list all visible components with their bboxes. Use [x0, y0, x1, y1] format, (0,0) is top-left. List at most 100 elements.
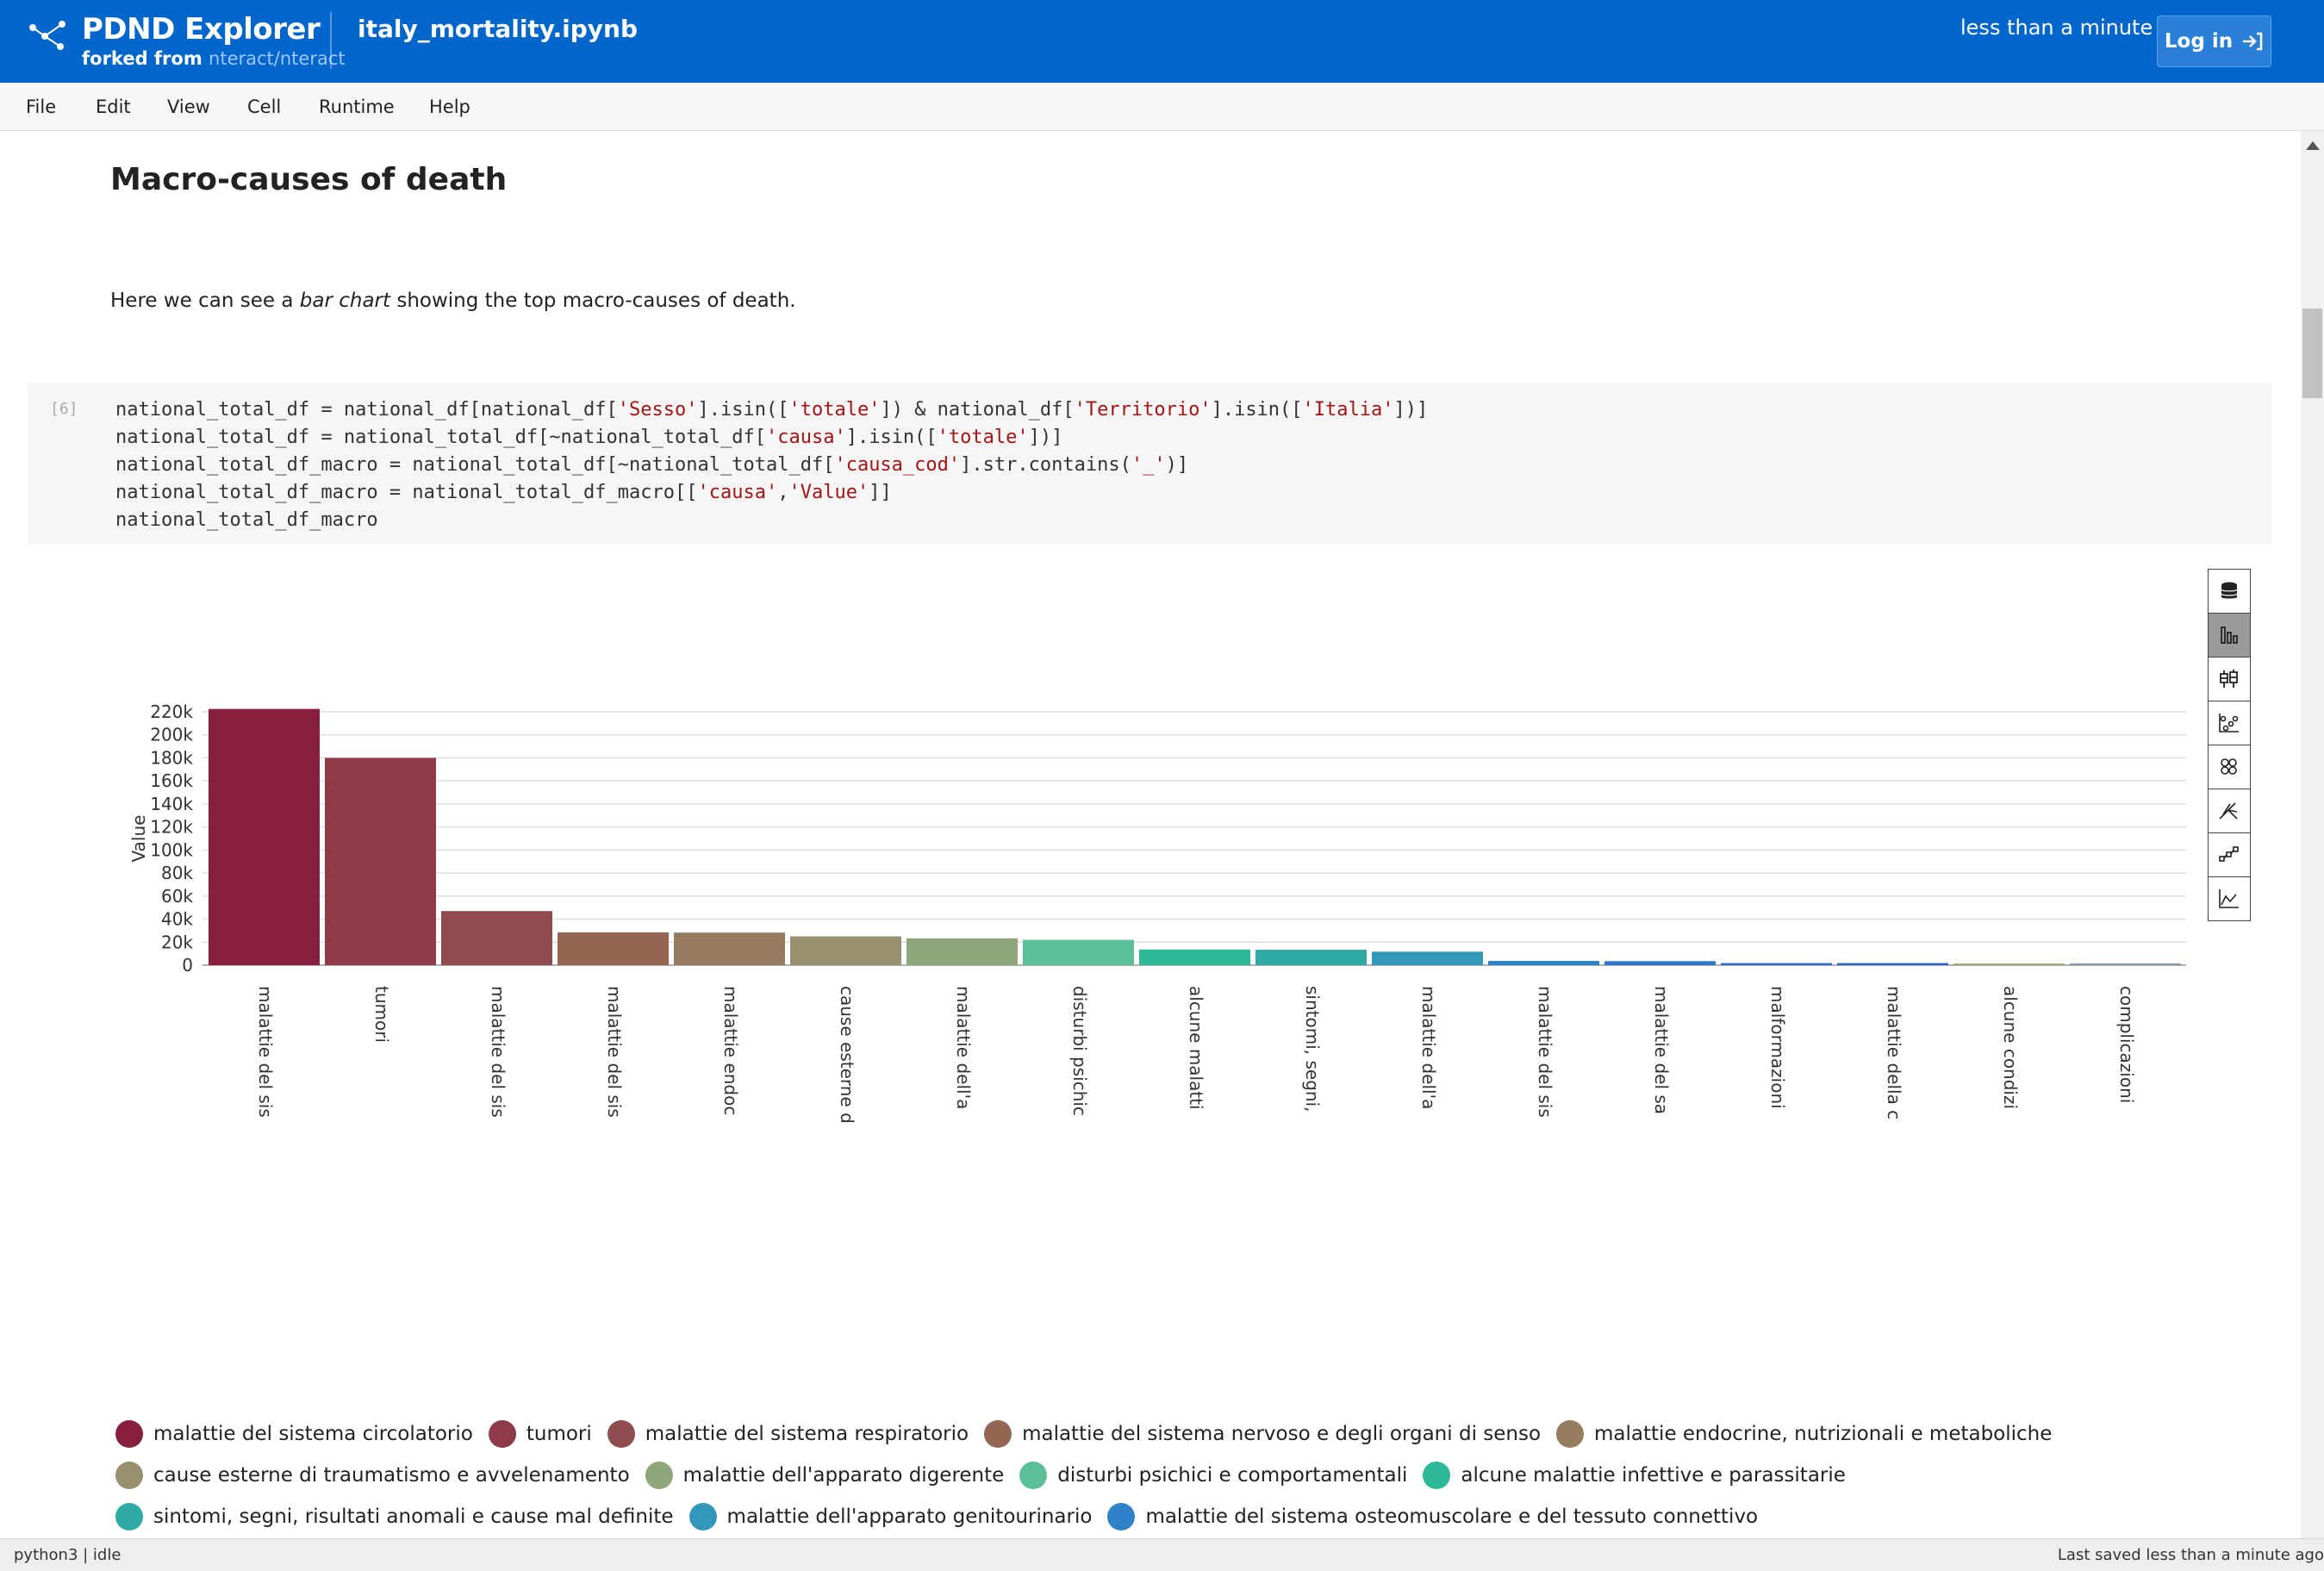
y-tick-label: 120k — [150, 817, 193, 838]
scroll-thumb[interactable] — [2302, 309, 2322, 398]
y-tick-label: 0 — [182, 955, 193, 976]
legend-label: sintomi, segni, risultati anomali e caus… — [153, 1506, 674, 1528]
login-label: Log in — [2164, 30, 2234, 53]
legend-swatch — [1107, 1503, 1136, 1530]
code-cell[interactable] — [28, 383, 2271, 545]
toolbar-button-summary[interactable] — [2208, 876, 2251, 921]
legend-label: disturbi psichici e comportamentali — [1057, 1464, 1408, 1487]
network-icon — [2219, 846, 2239, 862]
toolbar-button-network[interactable] — [2208, 832, 2251, 877]
y-tick-label: 40k — [161, 909, 193, 930]
toolbar-button-parallel[interactable] — [2208, 789, 2251, 833]
y-tick-label: 20k — [161, 932, 193, 952]
parallel-icon — [2219, 802, 2238, 820]
x-tick-label: malattie dell'a — [1418, 986, 1439, 1109]
bar — [1721, 963, 1832, 965]
code-token: ].isin([ — [697, 399, 789, 421]
forked-prefix: forked from — [82, 48, 202, 69]
legend-swatch — [115, 1420, 143, 1448]
toolbar-button-bar-chart[interactable] — [2208, 613, 2251, 658]
toolbar-button-box-plot[interactable] — [2208, 657, 2251, 701]
code-string: 'Territorio' — [1074, 399, 1212, 421]
y-tick-label: 160k — [150, 770, 193, 791]
x-tick-label: tumori — [371, 986, 392, 1043]
legend-item[interactable]: alcune malattie infettive e parassitarie — [1423, 1462, 1846, 1489]
legend-label: malattie del sistema osteomuscolare e de… — [1145, 1506, 1759, 1528]
menu-edit[interactable]: Edit — [96, 97, 131, 117]
kernel-status: python3 | idle — [14, 1546, 121, 1564]
x-tick-label: malattie del sis — [488, 986, 508, 1118]
legend-item[interactable]: malattie endocrine, nutrizionali e metab… — [1556, 1420, 2052, 1448]
legend-item[interactable]: cause esterne di traumatismo e avvelenam… — [115, 1462, 630, 1489]
summary-icon — [2219, 889, 2239, 908]
legend-swatch — [607, 1420, 635, 1448]
code-token: national_total_df = national_df[national… — [115, 399, 618, 421]
menu-runtime[interactable]: Runtime — [319, 97, 395, 117]
code-token: ].isin([ — [845, 427, 938, 448]
legend-row: sintomi, segni, risultati anomali e caus… — [115, 1496, 2218, 1537]
code-token: , — [777, 482, 789, 503]
legend-label: malattie dell'apparato digerente — [682, 1464, 1005, 1487]
app-title: PDND Explorer — [82, 12, 321, 47]
scroll-up-arrow[interactable] — [2306, 141, 2320, 150]
menu-help[interactable]: Help — [429, 97, 470, 117]
box-plot-icon — [2220, 670, 2238, 688]
login-icon — [2243, 32, 2263, 51]
x-tick-label: alcune malatti — [1186, 986, 1206, 1110]
y-tick-label: 140k — [150, 794, 193, 814]
legend-label: cause esterne di traumatismo e avvelenam… — [153, 1464, 630, 1487]
legend-item[interactable]: malattie dell'apparato digerente — [645, 1462, 1005, 1489]
menu-file[interactable]: File — [26, 97, 57, 117]
menu-view[interactable]: View — [167, 97, 210, 117]
x-tick-label: malattie della c — [1884, 986, 1904, 1119]
legend-swatch — [1423, 1462, 1451, 1489]
y-tick-label: 60k — [161, 886, 193, 907]
legend-label: malattie del sistema respiratorio — [645, 1423, 969, 1445]
code-string: 'causa_cod' — [834, 454, 961, 476]
legend-item[interactable]: tumori — [488, 1420, 592, 1448]
toolbar-button-database[interactable] — [2208, 569, 2251, 614]
hexbin-icon — [2221, 758, 2237, 775]
code-string: 'Sesso' — [617, 399, 698, 421]
menu-cell[interactable]: Cell — [247, 97, 282, 117]
legend-swatch — [645, 1462, 673, 1489]
bar — [1023, 939, 1134, 965]
legend-item[interactable]: disturbi psichici e comportamentali — [1019, 1462, 1407, 1489]
y-axis-label: Value — [128, 815, 149, 863]
legend-swatch — [688, 1503, 717, 1530]
toolbar-button-scatter[interactable] — [2208, 701, 2251, 745]
cell-prompt: [6] — [50, 400, 78, 418]
logo-icon — [29, 21, 65, 50]
legend-label: malattie dell'apparato genitourinario — [726, 1506, 1093, 1528]
code-token: ]] — [869, 482, 892, 503]
menu-bar: File Edit View Cell Runtime Help — [0, 83, 2324, 131]
code-editor[interactable]: national_total_df = national_df[national… — [115, 396, 1428, 534]
legend-swatch — [984, 1420, 1012, 1448]
toolbar-button-hexbin[interactable] — [2208, 745, 2251, 789]
last-saved: Last saved less than a minute ago — [2057, 1546, 2324, 1564]
legend-item[interactable]: malattie del sistema nervoso e degli org… — [984, 1420, 1541, 1448]
scrollbar[interactable] — [2301, 131, 2324, 1538]
notebook-title[interactable]: italy_mortality.ipynb — [358, 15, 638, 43]
legend-item[interactable]: malattie del sistema osteomuscolare e de… — [1107, 1503, 1758, 1530]
code-line: national_total_df = national_total_df[~n… — [115, 424, 1428, 452]
y-tick-label: 200k — [150, 725, 193, 745]
legend-item[interactable]: malattie dell'apparato genitourinario — [688, 1503, 1093, 1530]
forked-repo-link[interactable]: nteract/nteract — [209, 48, 346, 69]
code-token: national_total_df_macro = national_total… — [115, 482, 698, 503]
legend-label: malattie del sistema circolatorio — [153, 1423, 473, 1445]
code-token: national_total_df_macro = national_total… — [115, 454, 835, 476]
legend-swatch — [488, 1420, 516, 1448]
code-line: national_total_df = national_df[national… — [115, 396, 1428, 424]
chart-legend: malattie del sistema circolatorio tumori m… — [115, 1413, 2218, 1537]
notebook-content: Macro-causes of death Here we can see a … — [0, 131, 2301, 1538]
legend-item[interactable]: malattie del sistema circolatorio — [115, 1420, 473, 1448]
y-tick-label: 220k — [150, 701, 193, 722]
legend-item[interactable]: sintomi, segni, risultati anomali e caus… — [115, 1503, 674, 1530]
login-button[interactable]: Log in — [2157, 16, 2271, 67]
legend-item[interactable]: malattie del sistema respiratorio — [607, 1420, 969, 1448]
x-tick-label: malattie dell'a — [953, 986, 974, 1109]
legend-swatch — [115, 1503, 143, 1530]
para-text-2: showing the top macro-causes of death. — [390, 290, 796, 312]
legend-row: malattie del sistema circolatorio tumori m… — [115, 1413, 2218, 1455]
